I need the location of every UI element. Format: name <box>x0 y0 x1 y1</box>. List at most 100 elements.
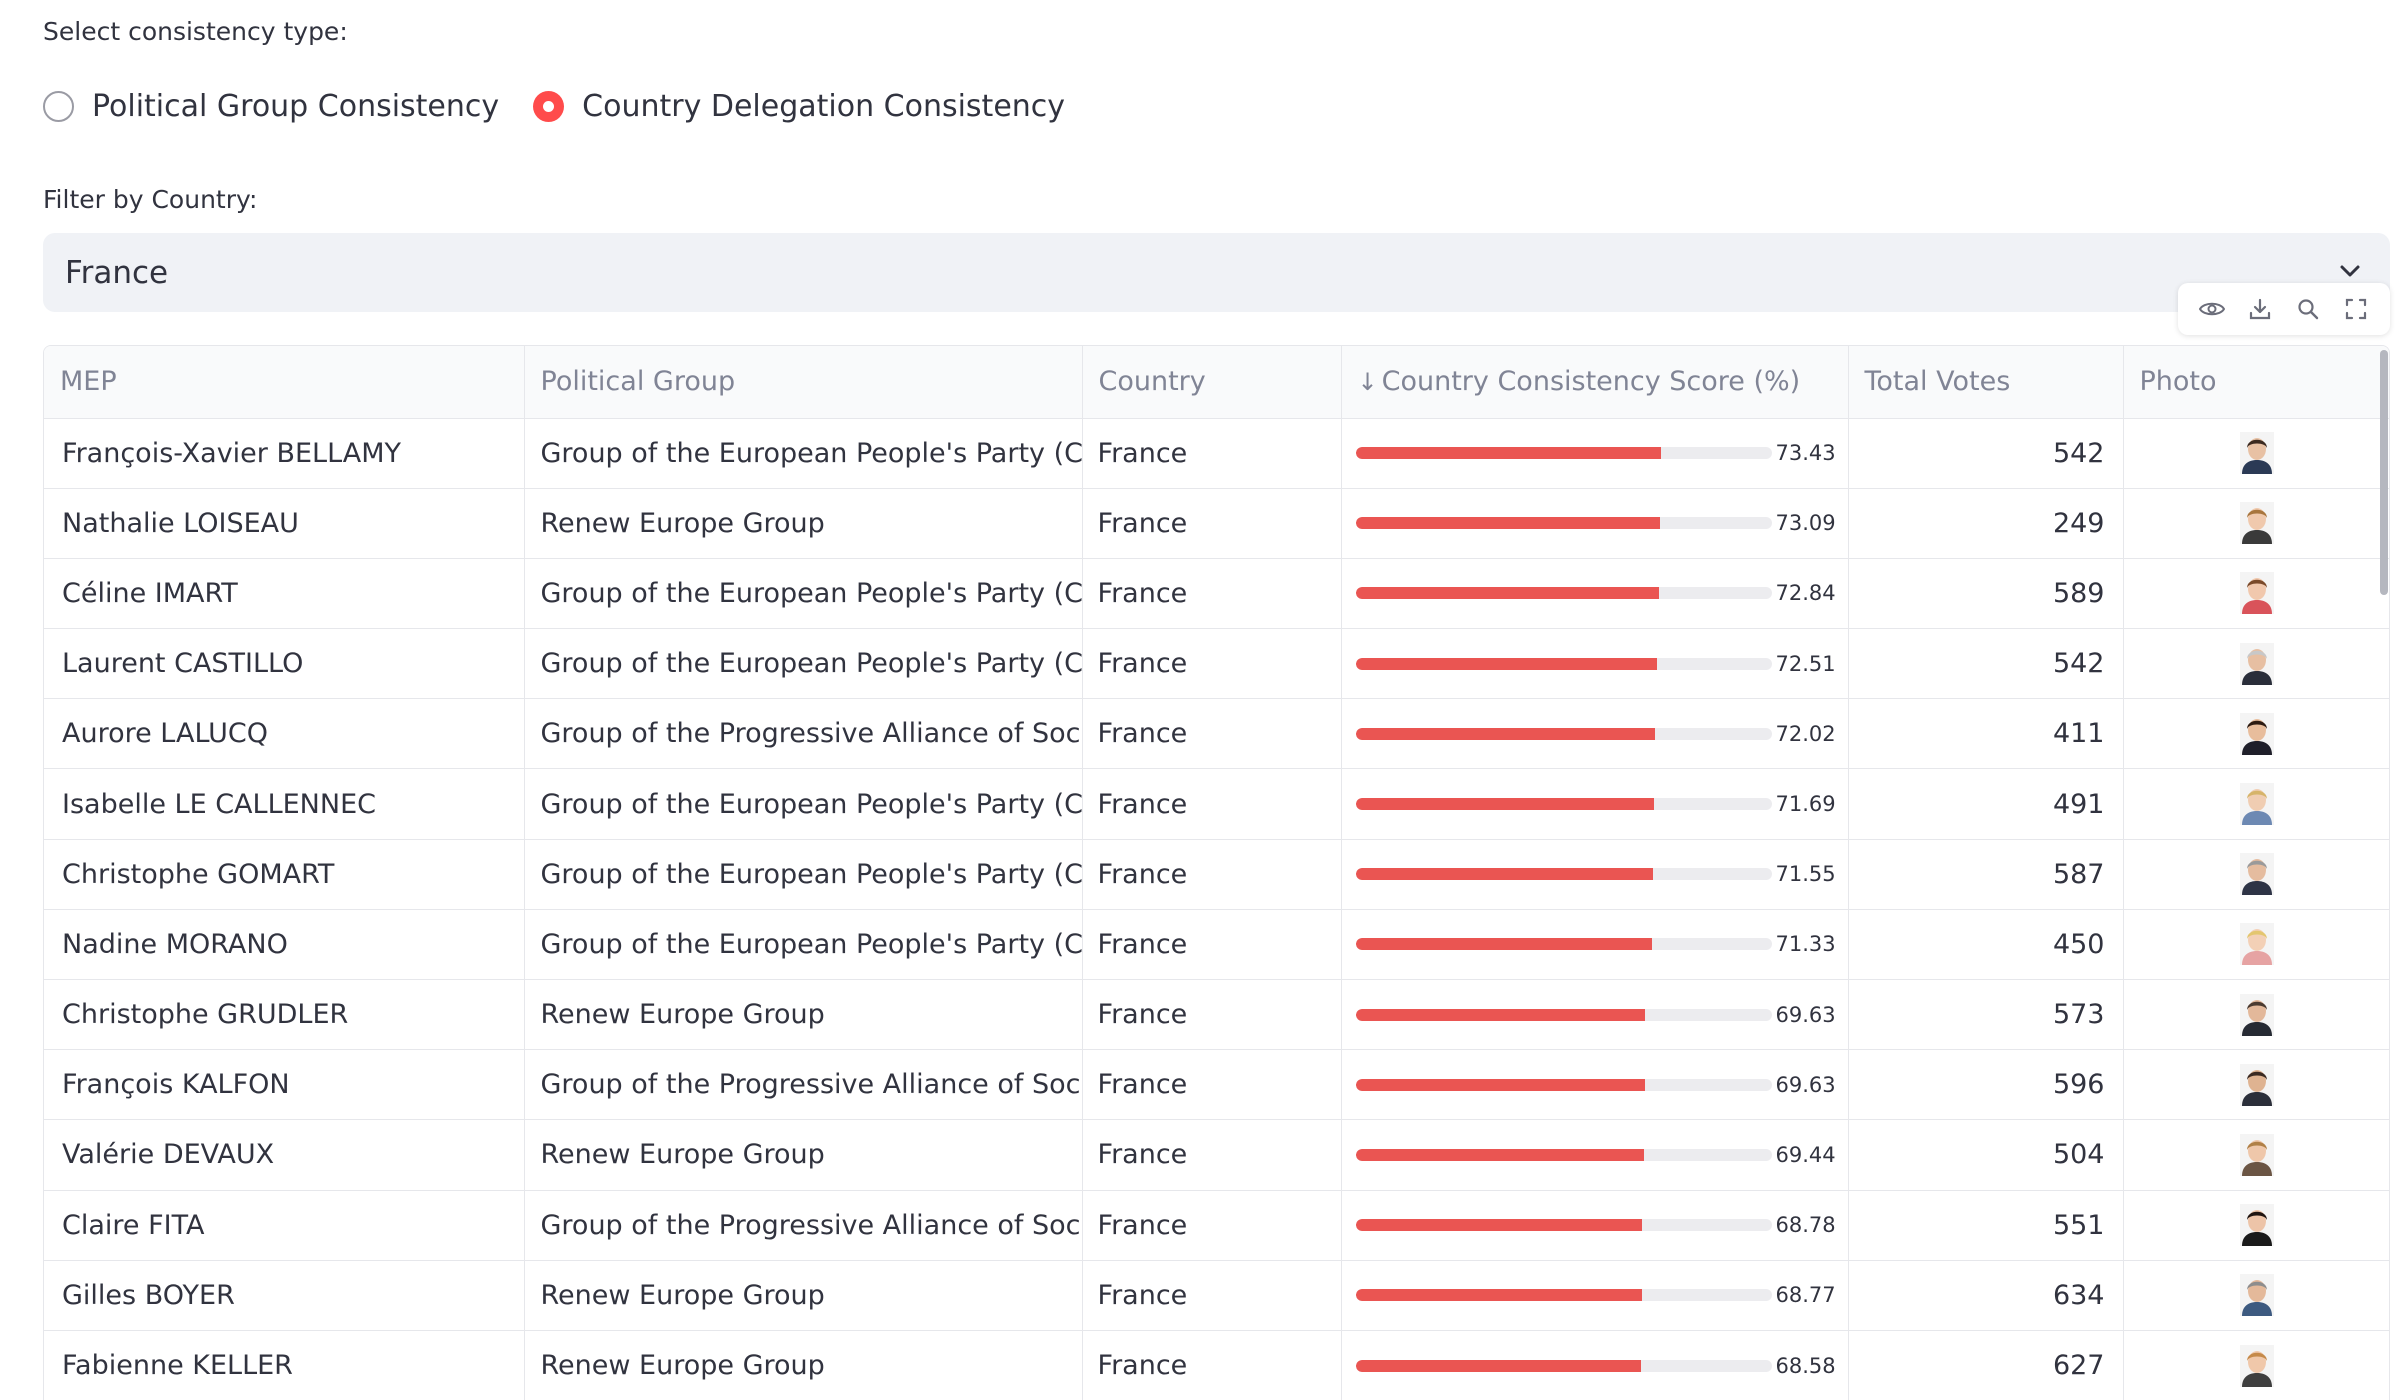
cell-political-group[interactable]: Group of the Progressive Alliance of Soc… <box>524 1190 1083 1261</box>
cell-score[interactable]: 69.44 <box>1341 1119 1849 1191</box>
column-header-political-group[interactable]: Political Group <box>524 346 1083 419</box>
download-icon[interactable] <box>2245 294 2275 324</box>
cell-total-votes[interactable]: 587 <box>1848 839 2124 910</box>
cell-score[interactable]: 71.69 <box>1341 768 1849 840</box>
table-row[interactable]: Valérie DEVAUX Renew Europe Group France 69… <box>44 1119 2389 1191</box>
cell-score[interactable]: 73.43 <box>1341 418 1849 489</box>
cell-country[interactable]: France <box>1082 909 1342 981</box>
search-icon[interactable] <box>2293 294 2323 324</box>
cell-country[interactable]: France <box>1082 558 1342 630</box>
eye-icon[interactable] <box>2197 294 2227 324</box>
cell-political-group[interactable]: Group of the European People's Party (Ch… <box>524 768 1083 840</box>
cell-total-votes[interactable]: 627 <box>1848 1330 2124 1400</box>
table-row[interactable]: François-Xavier BELLAMY Group of the Euro… <box>44 418 2389 489</box>
cell-country[interactable]: France <box>1082 628 1342 700</box>
cell-total-votes[interactable]: 411 <box>1848 698 2124 770</box>
cell-mep[interactable]: Fabienne KELLER <box>44 1330 525 1400</box>
cell-total-votes[interactable]: 634 <box>1848 1260 2124 1331</box>
cell-political-group[interactable]: Group of the Progressive Alliance of Soc… <box>524 1049 1083 1121</box>
mep-data-grid[interactable]: MEP Political Group Country ↓ Country Con… <box>43 345 2390 1400</box>
cell-total-votes[interactable]: 573 <box>1848 979 2124 1051</box>
cell-political-group[interactable]: Renew Europe Group <box>524 1330 1083 1400</box>
cell-political-group[interactable]: Group of the European People's Party (Ch… <box>524 418 1083 489</box>
cell-country[interactable]: France <box>1082 839 1342 910</box>
cell-political-group[interactable]: Renew Europe Group <box>524 1260 1083 1331</box>
cell-score[interactable]: 73.09 <box>1341 488 1849 559</box>
cell-political-group[interactable]: Renew Europe Group <box>524 488 1083 559</box>
cell-mep[interactable]: Valérie DEVAUX <box>44 1119 525 1191</box>
radio-country-delegation[interactable]: Country Delegation Consistency <box>533 89 1065 124</box>
cell-total-votes[interactable]: 542 <box>1848 418 2124 489</box>
cell-photo[interactable] <box>2123 1119 2389 1191</box>
cell-mep[interactable]: Isabelle LE CALLENNEC <box>44 768 525 840</box>
cell-total-votes[interactable]: 589 <box>1848 558 2124 630</box>
cell-political-group[interactable]: Group of the European People's Party (Ch… <box>524 558 1083 630</box>
radio-political-group-label[interactable]: Political Group Consistency <box>92 88 500 124</box>
cell-mep[interactable]: Christophe GOMART <box>44 839 525 910</box>
cell-total-votes[interactable]: 450 <box>1848 909 2124 981</box>
cell-mep[interactable]: Aurore LALUCQ <box>44 698 525 770</box>
cell-political-group[interactable]: Group of the European People's Party (Ch… <box>524 839 1083 910</box>
cell-country[interactable]: France <box>1082 1190 1342 1261</box>
table-row[interactable]: Aurore LALUCQ Group of the Progressive Al… <box>44 698 2389 770</box>
cell-mep[interactable]: Christophe GRUDLER <box>44 979 525 1051</box>
table-row[interactable]: Isabelle LE CALLENNEC Group of the Europe… <box>44 768 2389 840</box>
cell-mep[interactable]: François-Xavier BELLAMY <box>44 418 525 489</box>
cell-photo[interactable] <box>2123 628 2389 700</box>
cell-country[interactable]: France <box>1082 768 1342 840</box>
column-header-photo[interactable]: Photo <box>2123 346 2389 419</box>
cell-mep[interactable]: Claire FITA <box>44 1190 525 1261</box>
cell-mep[interactable]: François KALFON <box>44 1049 525 1121</box>
table-row[interactable]: Laurent CASTILLO Group of the European Pe… <box>44 628 2389 700</box>
cell-country[interactable]: France <box>1082 698 1342 770</box>
cell-score[interactable]: 71.33 <box>1341 909 1849 981</box>
cell-photo[interactable] <box>2123 698 2389 770</box>
cell-country[interactable]: France <box>1082 488 1342 559</box>
chevron-down-icon[interactable] <box>2338 259 2362 283</box>
cell-country[interactable]: France <box>1082 979 1342 1051</box>
column-header-total-votes[interactable]: Total Votes <box>1848 346 2124 419</box>
cell-mep[interactable]: Laurent CASTILLO <box>44 628 525 700</box>
cell-total-votes[interactable]: 249 <box>1848 488 2124 559</box>
cell-photo[interactable] <box>2123 839 2389 910</box>
table-row[interactable]: Nathalie LOISEAU Renew Europe Group France… <box>44 488 2389 559</box>
cell-total-votes[interactable]: 542 <box>1848 628 2124 700</box>
cell-total-votes[interactable]: 596 <box>1848 1049 2124 1121</box>
column-header-score[interactable]: ↓ Country Consistency Score (%) <box>1341 346 1849 419</box>
cell-photo[interactable] <box>2123 488 2389 559</box>
radio-unchecked-icon[interactable] <box>43 90 74 122</box>
cell-photo[interactable] <box>2123 418 2389 489</box>
cell-score[interactable]: 72.51 <box>1341 628 1849 700</box>
cell-total-votes[interactable]: 504 <box>1848 1119 2124 1191</box>
cell-total-votes[interactable]: 491 <box>1848 768 2124 840</box>
table-row[interactable]: Gilles BOYER Renew Europe Group France 68.7… <box>44 1260 2389 1331</box>
cell-photo[interactable] <box>2123 1260 2389 1331</box>
cell-country[interactable]: France <box>1082 1260 1342 1331</box>
column-header-country[interactable]: Country <box>1082 346 1342 419</box>
cell-score[interactable]: 68.58 <box>1341 1330 1849 1400</box>
cell-mep[interactable]: Nadine MORANO <box>44 909 525 981</box>
table-row[interactable]: Christophe GRUDLER Renew Europe Group Fran… <box>44 979 2389 1051</box>
cell-photo[interactable] <box>2123 1049 2389 1121</box>
cell-photo[interactable] <box>2123 558 2389 630</box>
cell-photo[interactable] <box>2123 768 2389 840</box>
cell-photo[interactable] <box>2123 1190 2389 1261</box>
table-scrollbar[interactable] <box>2380 350 2388 595</box>
cell-score[interactable]: 69.63 <box>1341 979 1849 1051</box>
cell-mep[interactable]: Céline IMART <box>44 558 525 630</box>
cell-mep[interactable]: Nathalie LOISEAU <box>44 488 525 559</box>
cell-total-votes[interactable]: 551 <box>1848 1190 2124 1261</box>
table-row[interactable]: Nadine MORANO Group of the European Peopl… <box>44 909 2389 981</box>
country-select[interactable]: France <box>43 233 2390 312</box>
cell-political-group[interactable]: Group of the European People's Party (Ch… <box>524 628 1083 700</box>
table-row[interactable]: Christophe GOMART Group of the European P… <box>44 839 2389 910</box>
cell-political-group[interactable]: Group of the European People's Party (Ch… <box>524 909 1083 981</box>
cell-country[interactable]: France <box>1082 1330 1342 1400</box>
radio-checked-icon[interactable] <box>533 90 565 122</box>
cell-photo[interactable] <box>2123 1330 2389 1400</box>
cell-score[interactable]: 71.55 <box>1341 839 1849 910</box>
radio-country-delegation-label[interactable]: Country Delegation Consistency <box>582 88 1066 124</box>
cell-political-group[interactable]: Renew Europe Group <box>524 979 1083 1051</box>
fullscreen-icon[interactable] <box>2341 294 2371 324</box>
cell-photo[interactable] <box>2123 909 2389 981</box>
